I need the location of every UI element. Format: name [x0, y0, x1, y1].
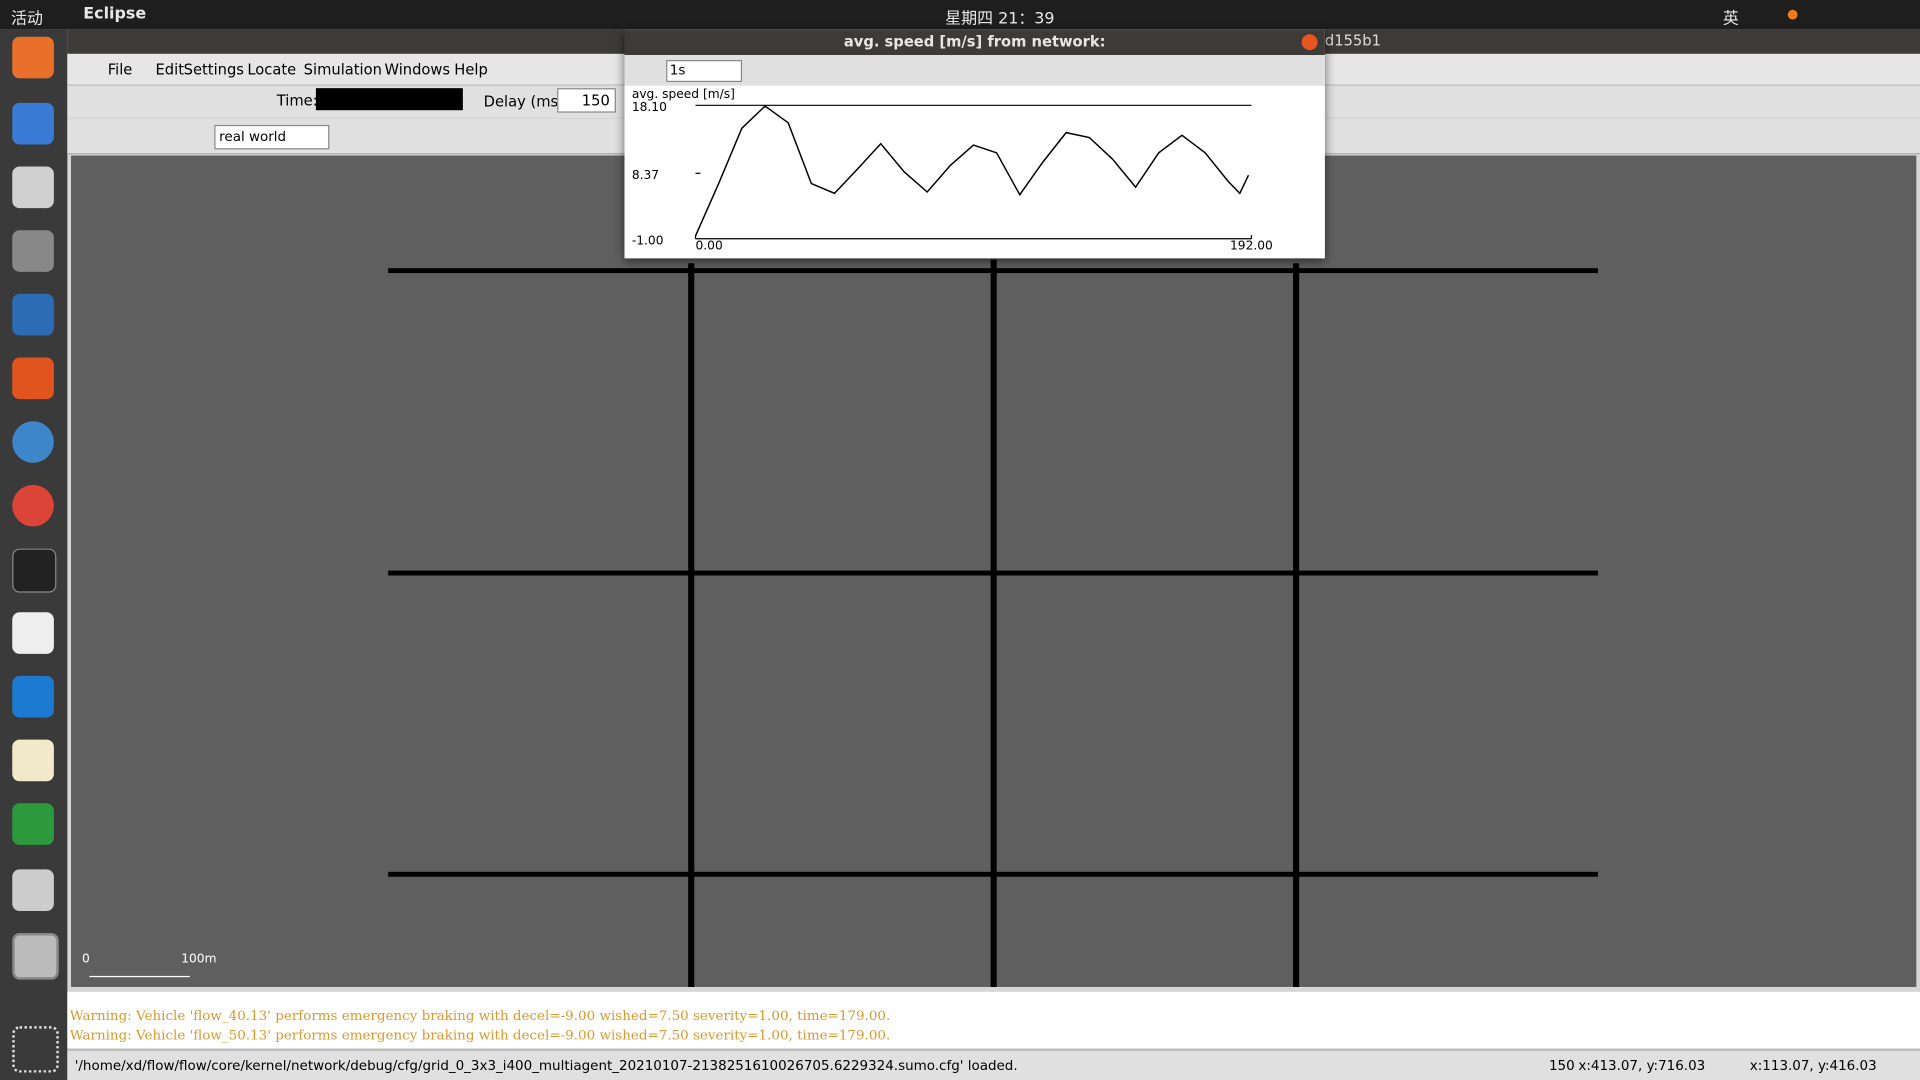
vscode-icon[interactable] — [12, 675, 54, 718]
window-title: d155b1 — [1324, 31, 1381, 49]
y-tick-label: -1.00 — [632, 234, 664, 248]
dock — [0, 29, 68, 1080]
y-tick-label: 8.37 — [632, 168, 659, 182]
plot-window-title: avg. speed [m/s] from network: — [843, 33, 1106, 51]
help-icon[interactable] — [12, 421, 54, 463]
app-icon[interactable] — [12, 612, 54, 654]
top-bar: 活动 Eclipse 星期四 21：39 英 — [0, 0, 1920, 30]
activities[interactable]: 活动 — [11, 9, 43, 29]
menu-item[interactable]: Settings — [183, 61, 244, 79]
vehicle-count: 150 — [1548, 1057, 1575, 1074]
delay-input[interactable]: 150 — [557, 88, 616, 113]
viewport-value: real world — [219, 128, 287, 145]
message-log: Warning: Vehicle 'flow_40.13' performs e… — [67, 991, 1920, 1049]
delay-value: 150 — [581, 91, 610, 109]
position: x:413.07, y:716.03 — [1578, 1057, 1706, 1074]
y-tick-label: 18.10 — [632, 100, 667, 114]
mail-icon[interactable] — [12, 102, 54, 145]
road — [688, 263, 695, 987]
x-tick-label: 192.00 — [1230, 239, 1273, 253]
y-axis-label: avg. speed [m/s] — [632, 87, 735, 101]
position: x:113.07, y:416.03 — [1749, 1057, 1877, 1074]
plot-toolbar: 1s — [624, 55, 1325, 86]
network-view[interactable]: 0 100m — [71, 155, 1917, 987]
input-method[interactable]: 英 — [1722, 9, 1739, 29]
status-bar: '/home/xd/flow/flow/core/kernel/network/… — [67, 1049, 1920, 1080]
log-line: Warning: Vehicle 'flow_40.13' performs e… — [69, 1007, 891, 1024]
sumo-gui-icon[interactable] — [12, 933, 59, 980]
menu-item[interactable]: Help — [454, 61, 488, 79]
plot-window: avg. speed [m/s] from network: 1s avg. s… — [624, 29, 1325, 259]
time-display — [315, 88, 463, 111]
menu-item[interactable]: Simulation — [303, 61, 382, 79]
plot: avg. speed [m/s] -1.00 8.37 18.10 0.00 192.00 — [632, 87, 1273, 253]
music-icon[interactable] — [12, 230, 54, 272]
close-button[interactable] — [1301, 34, 1318, 51]
menu-item[interactable]: Windows — [384, 61, 451, 79]
viewport-select[interactable]: real world — [214, 124, 330, 150]
files-icon[interactable] — [12, 166, 54, 209]
writer-icon[interactable] — [12, 293, 54, 336]
firefox-icon[interactable] — [12, 36, 54, 79]
menu-item[interactable]: Locate — [247, 61, 297, 79]
interval-select[interactable]: 1s — [666, 60, 743, 83]
log-line: Warning: Vehicle 'flow_50.13' performs e… — [69, 1027, 891, 1044]
scale-end: 100m — [181, 952, 217, 967]
menu-item[interactable]: File — [107, 61, 133, 79]
clock[interactable]: 星期四 21：39 — [945, 9, 1055, 29]
time-label: Time: — [276, 91, 318, 109]
road — [990, 259, 997, 987]
indicator — [1787, 9, 1798, 20]
series-line — [694, 105, 1250, 237]
delay-label: Delay (ms): — [483, 93, 569, 111]
x-tick-label: 0.00 — [696, 239, 723, 253]
app-menu[interactable]: Eclipse — [83, 4, 147, 24]
terminal-icon[interactable] — [12, 548, 57, 593]
app-icon[interactable] — [12, 803, 54, 845]
menu-item[interactable]: Edit — [155, 61, 184, 79]
sumo-icon[interactable] — [12, 869, 54, 912]
software-icon[interactable] — [12, 357, 54, 400]
chrome-icon[interactable] — [12, 484, 54, 527]
interval-value: 1s — [669, 62, 686, 79]
scale-bar — [89, 975, 190, 978]
plot-titlebar: avg. speed [m/s] from network: — [624, 29, 1325, 56]
editor-icon[interactable] — [12, 739, 54, 782]
apps-grid[interactable] — [12, 1026, 59, 1073]
road — [1293, 263, 1300, 987]
status-message: '/home/xd/flow/flow/core/kernel/network/… — [74, 1057, 1018, 1074]
scale-start: 0 — [82, 952, 90, 967]
